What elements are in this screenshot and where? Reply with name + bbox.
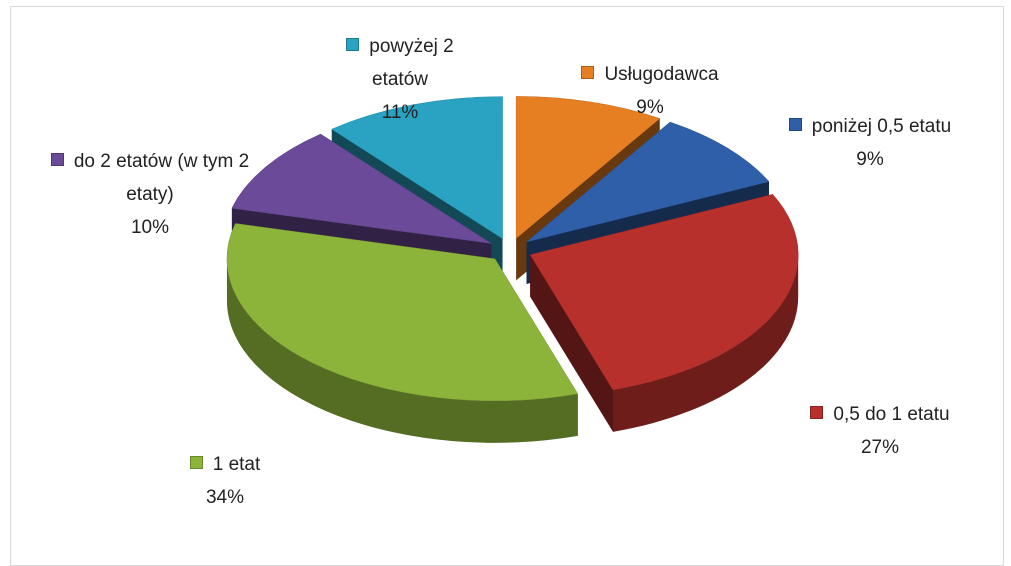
chart xyxy=(226,96,799,443)
legend-swatch xyxy=(581,66,595,79)
value-label: 9% xyxy=(636,97,664,118)
legend-swatch xyxy=(788,118,802,131)
slice-side xyxy=(530,254,614,432)
data-label: Usługodawca 9% xyxy=(555,58,745,124)
data-label: poniżej 0,5 etatu 9% xyxy=(755,110,985,176)
category-name: do 2 etatów (w tym 2 etaty) xyxy=(73,151,250,205)
data-label: 1 etat 34% xyxy=(150,448,300,514)
category-name: powyżej 2 etatów xyxy=(369,36,454,90)
slice-wall xyxy=(613,254,799,432)
slice xyxy=(231,133,492,244)
category-name: poniżej 0,5 etatu xyxy=(811,116,952,137)
category-name: 0,5 do 1 etatu xyxy=(833,404,950,425)
legend-swatch xyxy=(810,406,824,419)
slice xyxy=(529,194,799,391)
slice-group xyxy=(529,194,799,432)
data-label: powyżej 2 etatów 11% xyxy=(320,30,480,129)
legend-swatch xyxy=(346,38,360,51)
data-label: 0,5 do 1 etatu 27% xyxy=(790,398,970,464)
slice xyxy=(226,223,579,402)
legend-swatch xyxy=(50,153,64,166)
legend-swatch xyxy=(189,456,203,469)
slice-group xyxy=(226,223,579,443)
slice xyxy=(526,121,770,243)
value-label: 34% xyxy=(205,487,245,508)
slice xyxy=(331,96,503,240)
category-name: Usługodawca xyxy=(604,64,719,85)
data-label: do 2 etatów (w tym 2 etaty) 10% xyxy=(40,145,260,244)
value-label: 10% xyxy=(130,217,170,238)
slice xyxy=(515,96,661,239)
page: Usługodawca 9% poniżej 0,5 etatu 9% 0,5 do 1… xyxy=(10,6,1004,566)
category-name: 1 etat xyxy=(212,454,261,475)
value-label: 9% xyxy=(856,149,884,170)
value-label: 27% xyxy=(860,437,900,458)
value-label: 11% xyxy=(381,102,419,123)
slice-wall xyxy=(226,258,578,443)
